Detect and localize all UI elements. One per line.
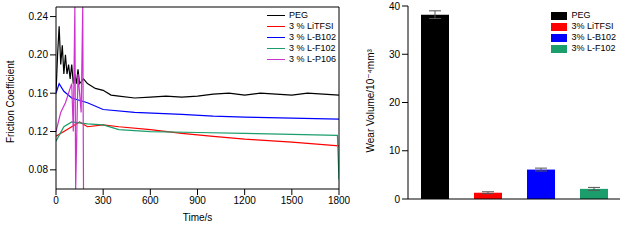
html-text:PEG: PEG: [289, 10, 308, 20]
svg-text:Friction Coefficient: Friction Coefficient: [8, 60, 16, 143]
html-text:3 % L-B102: 3 % L-B102: [289, 32, 336, 42]
svg-text:30: 30: [389, 49, 401, 60]
svg-text:40: 40: [389, 1, 401, 12]
html-text:3 % L-F102: 3 % L-F102: [289, 43, 336, 53]
svg-text:0: 0: [53, 195, 59, 206]
svg-text:0.16: 0.16: [29, 88, 49, 99]
svg-text:0.08: 0.08: [29, 164, 49, 175]
html-text:3 % L-P106: 3 % L-P106: [289, 54, 336, 64]
svg-text:1800: 1800: [328, 195, 350, 206]
html-text:3% L-B102: 3% L-B102: [571, 32, 616, 42]
svg-text:300: 300: [95, 195, 112, 206]
svg-text:600: 600: [142, 195, 159, 206]
html-text:PEG: PEG: [571, 10, 591, 20]
svg-text:10: 10: [389, 145, 401, 156]
svg-text:Wear Volume/10⁻⁴mm³: Wear Volume/10⁻⁴mm³: [365, 49, 376, 153]
svg-text:0.12: 0.12: [29, 126, 49, 137]
svg-text:0.20: 0.20: [29, 49, 49, 60]
svg-text:1500: 1500: [281, 195, 304, 206]
svg-text:0.24: 0.24: [29, 11, 49, 22]
svg-text:Time/s: Time/s: [183, 212, 213, 223]
svg-text:20: 20: [389, 97, 401, 108]
svg-text:1200: 1200: [234, 195, 257, 206]
svg-text:0: 0: [394, 194, 400, 205]
html-text:3% L-F102: 3% L-F102: [571, 43, 616, 53]
html-text:3% LiTFSI: 3% LiTFSI: [571, 21, 614, 31]
svg-text:900: 900: [189, 195, 206, 206]
html-text:3 % LiTFSI: 3 % LiTFSI: [289, 21, 334, 31]
